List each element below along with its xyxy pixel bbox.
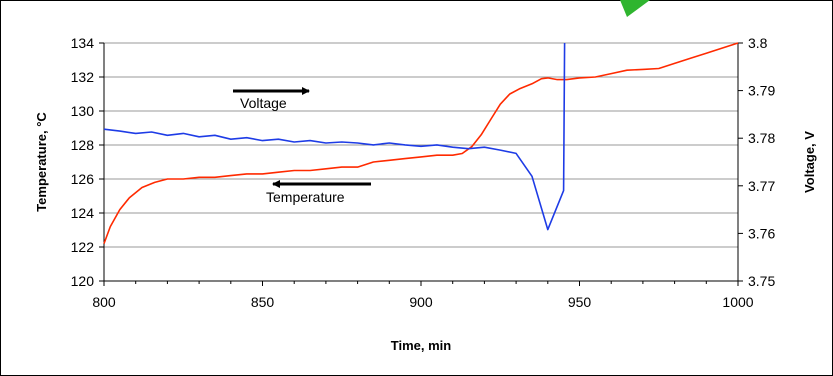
- corner-arrow-icon: [620, 0, 650, 17]
- y-left-tick-label: 134: [71, 35, 95, 51]
- y-left-tick-label: 132: [71, 69, 95, 85]
- y-right-tick-label: 3.76: [748, 225, 775, 241]
- gridlines: [104, 42, 738, 248]
- tick-labels: 800 850 900 950 1000 120 122 124 126 128 130 132 134…: [71, 35, 776, 310]
- y-right-tick-label: 3.79: [748, 83, 775, 99]
- voltage-annotation: Voltage: [240, 95, 287, 111]
- x-tick-label: 950: [568, 294, 592, 310]
- y-right-tick-label: 3.75: [748, 273, 775, 289]
- y-axis-right-title: Voltage, V: [802, 131, 817, 193]
- voltage-series-line: [103, 42, 566, 231]
- y-left-tick-label: 120: [71, 273, 95, 289]
- x-tick-label: 1000: [722, 294, 753, 310]
- x-axis-title: Time, min: [391, 338, 452, 353]
- series-layer: [103, 42, 739, 244]
- y-axis-left-title: Temperature, °C: [34, 112, 49, 212]
- y-right-tick-label: 3.77: [748, 178, 775, 194]
- y-left-tick-label: 126: [71, 171, 95, 187]
- x-tick-label: 900: [409, 294, 433, 310]
- plot-area: [104, 43, 738, 281]
- y-left-tick-label: 124: [71, 205, 95, 221]
- temperature-series-line: [103, 42, 739, 244]
- x-tick-label: 800: [92, 294, 116, 310]
- y-left-tick-label: 130: [71, 103, 95, 119]
- x-tick-label: 850: [251, 294, 275, 310]
- y-left-tick-label: 122: [71, 239, 95, 255]
- y-right-tick-label: 3.8: [748, 35, 768, 51]
- temperature-annotation: Temperature: [266, 189, 345, 205]
- y-right-tick-label: 3.78: [748, 130, 775, 146]
- y-left-tick-label: 128: [71, 137, 95, 153]
